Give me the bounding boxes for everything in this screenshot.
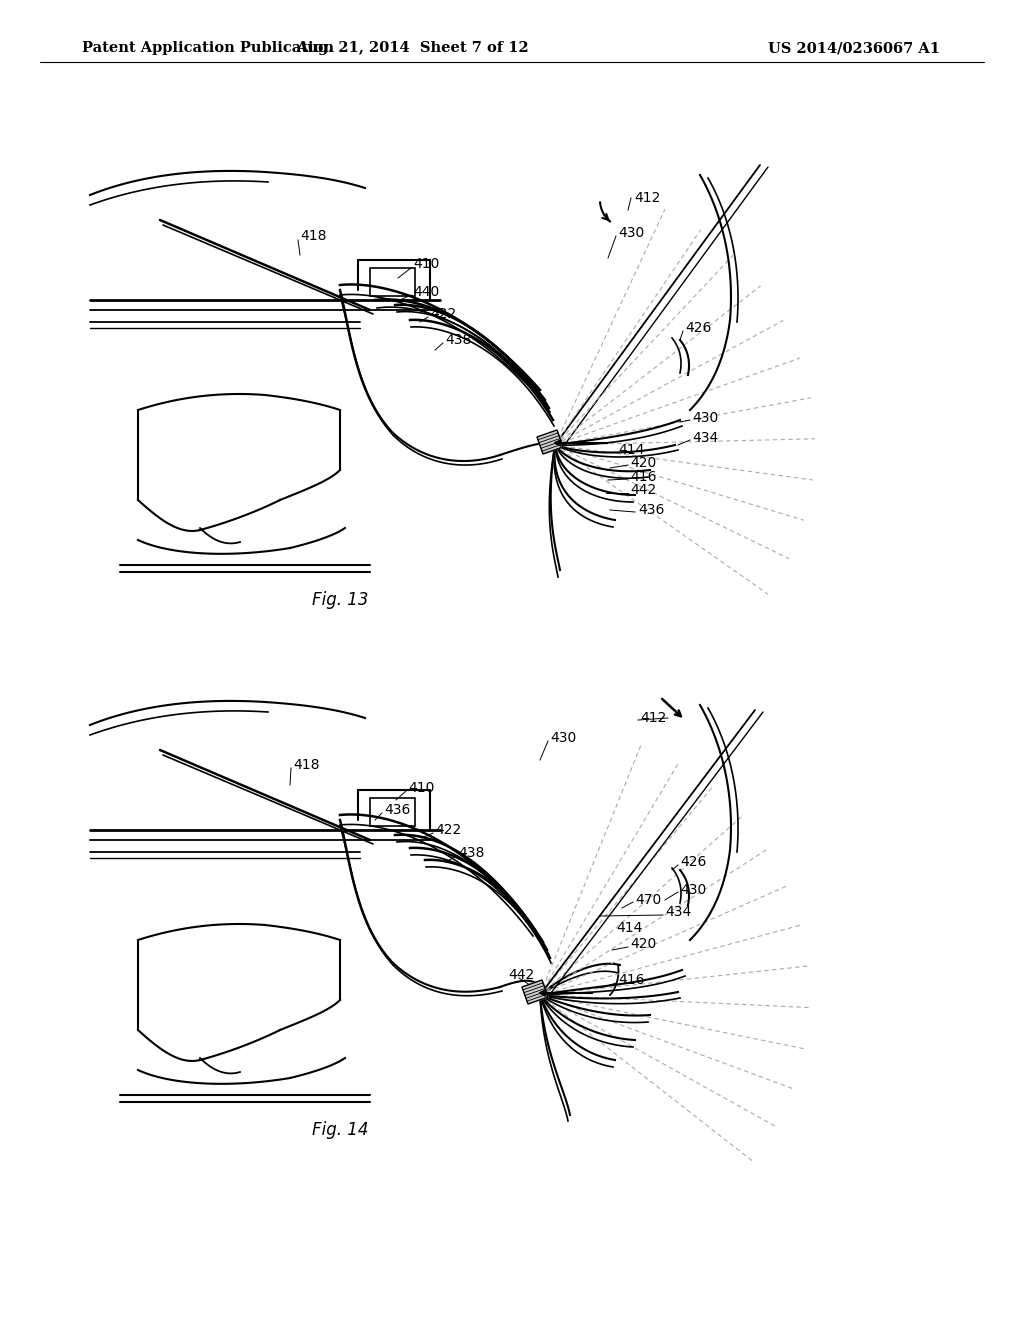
Text: 440: 440 [413, 285, 439, 300]
Text: 420: 420 [630, 455, 656, 470]
Text: US 2014/0236067 A1: US 2014/0236067 A1 [768, 41, 940, 55]
Text: 416: 416 [618, 973, 644, 987]
Text: 430: 430 [550, 731, 577, 744]
Text: 430: 430 [618, 226, 644, 240]
Text: Fig. 14: Fig. 14 [311, 1121, 369, 1139]
Text: 422: 422 [435, 822, 461, 837]
Polygon shape [522, 979, 548, 1005]
Text: 410: 410 [413, 257, 439, 271]
Text: 434: 434 [692, 432, 718, 445]
Text: 414: 414 [616, 921, 642, 935]
Text: 430: 430 [680, 883, 707, 898]
Text: 430: 430 [692, 411, 718, 425]
Text: 442: 442 [508, 968, 535, 982]
Text: 412: 412 [640, 711, 667, 725]
Text: 426: 426 [685, 321, 712, 335]
Text: 426: 426 [680, 855, 707, 869]
Text: 412: 412 [634, 191, 660, 205]
Bar [370, 268, 415, 296]
Text: 414: 414 [618, 444, 644, 457]
Text: Patent Application Publication: Patent Application Publication [82, 41, 334, 55]
Text: Fig. 13: Fig. 13 [311, 591, 369, 609]
Text: 438: 438 [458, 846, 484, 861]
Text: 434: 434 [665, 906, 691, 919]
Text: 436: 436 [638, 503, 665, 517]
Text: 416: 416 [630, 470, 656, 484]
Bar [370, 799, 415, 826]
Text: 470: 470 [635, 894, 662, 907]
Text: 418: 418 [293, 758, 319, 772]
Text: 422: 422 [430, 308, 457, 321]
Text: 418: 418 [300, 228, 327, 243]
Text: 436: 436 [384, 803, 411, 817]
Text: 442: 442 [630, 483, 656, 498]
Text: Aug. 21, 2014  Sheet 7 of 12: Aug. 21, 2014 Sheet 7 of 12 [296, 41, 528, 55]
Text: 438: 438 [445, 333, 471, 347]
Polygon shape [537, 430, 563, 454]
Text: 420: 420 [630, 937, 656, 950]
Text: 410: 410 [408, 781, 434, 795]
